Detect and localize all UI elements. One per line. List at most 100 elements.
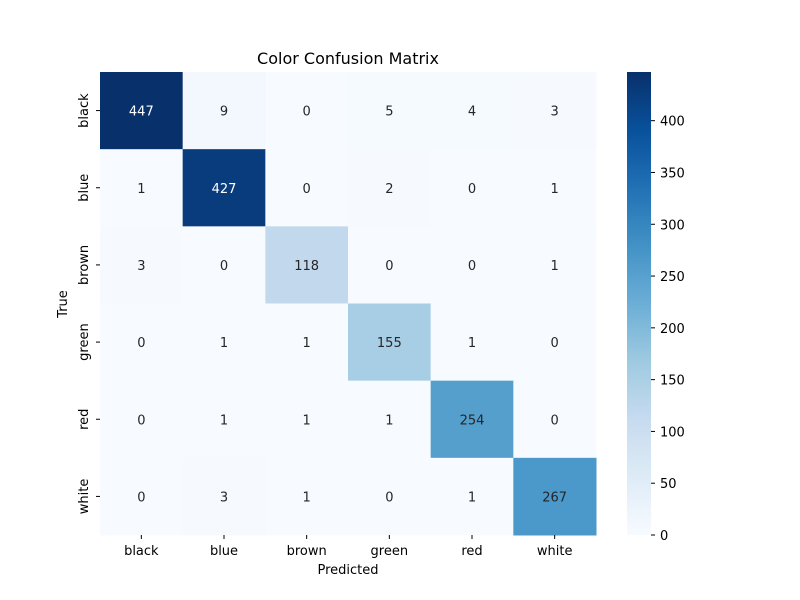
cell-white-red (430, 457, 514, 536)
cell-value-brown-blue: 0 (220, 259, 228, 274)
cell-blue-red (430, 149, 514, 227)
cell-brown-green (348, 226, 432, 304)
y-tick-label-red: red (77, 409, 92, 430)
colorbar-tick-label-250: 250 (660, 270, 685, 285)
cell-value-black-brown: 0 (303, 105, 311, 120)
cell-value-black-black: 447 (129, 105, 154, 120)
cell-value-red-green: 1 (385, 413, 393, 428)
cell-brown-black (100, 226, 184, 304)
cell-value-brown-white: 1 (551, 259, 559, 274)
cell-value-red-black: 0 (137, 413, 145, 428)
x-tick-label-brown: brown (287, 544, 327, 559)
cell-value-green-red: 1 (468, 336, 476, 351)
cell-red-white (513, 380, 597, 459)
heatmap-cell-labels: 447 9 0 5 4 3 1 427 0 2 0 1 3 0 118 0 0 1 0 1 1 155 1 0 0 1 1 1 254 0… (129, 105, 567, 506)
cell-green-black (100, 303, 184, 382)
cell-value-blue-red: 0 (468, 182, 476, 197)
colorbar-tick-label-350: 350 (660, 166, 685, 181)
cell-value-white-red: 1 (468, 490, 476, 505)
x-tick-label-white: white (537, 544, 573, 559)
cell-value-green-blue: 1 (220, 336, 228, 351)
cell-value-blue-white: 1 (551, 182, 559, 197)
cell-value-white-black: 0 (137, 490, 145, 505)
cell-value-green-black: 0 (137, 336, 145, 351)
cell-blue-brown (265, 149, 349, 227)
cell-value-brown-brown: 118 (294, 259, 319, 274)
cell-red-brown (265, 380, 349, 459)
cell-value-brown-red: 0 (468, 259, 476, 274)
cell-value-green-green: 155 (377, 336, 402, 351)
cell-value-black-red: 4 (468, 105, 476, 120)
heatmap-cells (100, 72, 597, 536)
y-tick-label-green: green (77, 323, 92, 361)
cell-value-white-white: 267 (542, 490, 567, 505)
cell-red-red (430, 380, 514, 459)
cell-value-green-white: 0 (551, 336, 559, 351)
cell-value-red-brown: 1 (303, 413, 311, 428)
x-axis-label: Predicted (317, 563, 378, 578)
cell-green-brown (265, 303, 349, 382)
cell-value-brown-green: 0 (385, 259, 393, 274)
colorbar-tick-label-200: 200 (660, 322, 685, 337)
cell-black-red (430, 72, 514, 150)
colorbar-tick-label-0: 0 (660, 529, 668, 544)
y-axis-label: True (56, 290, 71, 319)
cell-value-white-blue: 3 (220, 490, 228, 505)
cell-white-white (513, 457, 597, 536)
colorbar-tick-label-50: 50 (660, 477, 677, 492)
cell-green-white (513, 303, 597, 382)
x-axis-ticks: black blue brown green red white (124, 535, 572, 559)
y-tick-label-white: white (77, 479, 92, 515)
colorbar-ticks: 0 50 100 150 200 250 300 350 400 (651, 115, 685, 544)
colorbar-tick-label-300: 300 (660, 218, 685, 233)
cell-value-black-white: 3 (551, 105, 559, 120)
cell-brown-brown (265, 226, 349, 304)
cell-brown-red (430, 226, 514, 304)
x-tick-label-black: black (124, 544, 159, 559)
y-tick-label-brown: brown (77, 245, 92, 285)
cell-value-blue-black: 1 (137, 182, 145, 197)
cell-red-black (100, 380, 184, 459)
cell-green-green (348, 303, 432, 382)
cell-red-green (348, 380, 432, 459)
cell-value-white-brown: 1 (303, 490, 311, 505)
cell-black-white (513, 72, 597, 150)
cell-black-blue (182, 72, 266, 150)
cell-value-red-white: 0 (551, 413, 559, 428)
x-tick-label-blue: blue (210, 544, 238, 559)
cell-green-blue (182, 303, 266, 382)
cell-value-black-green: 5 (385, 105, 393, 120)
cell-black-black (100, 72, 184, 150)
cell-value-black-blue: 9 (220, 105, 228, 120)
cell-white-green (348, 457, 432, 536)
cell-red-blue (182, 380, 266, 459)
cell-value-white-green: 0 (385, 490, 393, 505)
cell-value-green-brown: 1 (303, 336, 311, 351)
cell-blue-white (513, 149, 597, 227)
cell-white-blue (182, 457, 266, 536)
cell-white-brown (265, 457, 349, 536)
colorbar-tick-label-400: 400 (660, 115, 685, 130)
y-tick-label-black: black (77, 93, 92, 128)
cell-blue-blue (182, 149, 266, 227)
cell-value-blue-brown: 0 (303, 182, 311, 197)
cell-value-red-red: 254 (460, 413, 485, 428)
cell-value-red-blue: 1 (220, 413, 228, 428)
x-tick-label-red: red (461, 544, 482, 559)
colorbar-tick-label-150: 150 (660, 374, 685, 389)
cell-black-brown (265, 72, 349, 150)
colorbar-tick-label-100: 100 (660, 425, 685, 440)
y-tick-label-blue: blue (77, 174, 92, 202)
colorbar (627, 72, 651, 535)
cell-value-blue-green: 2 (385, 182, 393, 197)
cell-black-green (348, 72, 432, 150)
cell-brown-blue (182, 226, 266, 304)
cell-value-blue-blue: 427 (212, 182, 237, 197)
x-tick-label-green: green (371, 544, 409, 559)
cell-green-red (430, 303, 514, 382)
y-axis-ticks: black blue brown green red white (77, 93, 100, 514)
chart-title: Color Confusion Matrix (257, 49, 439, 68)
cell-white-black (100, 457, 184, 536)
